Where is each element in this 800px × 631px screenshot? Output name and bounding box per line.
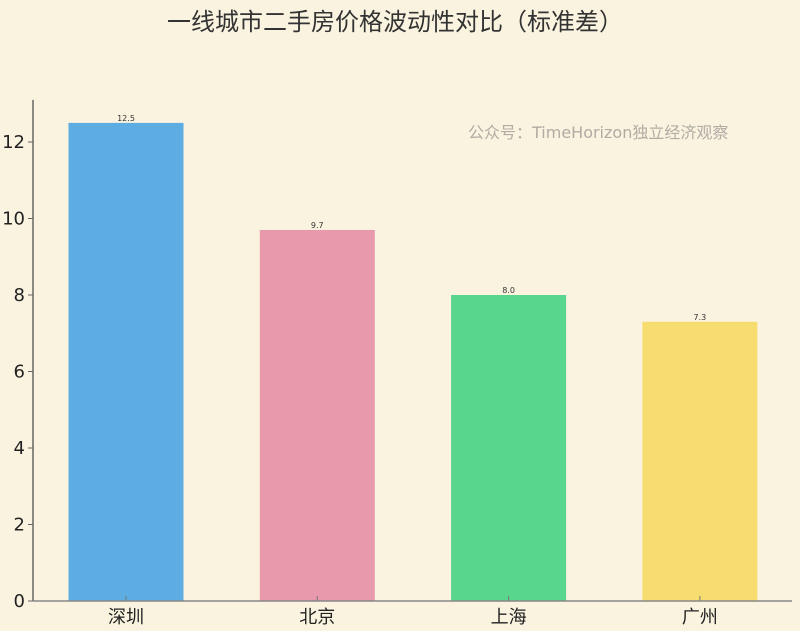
bar-3	[451, 295, 567, 601]
y-tick-label: 4	[14, 438, 25, 459]
y-tick-label: 2	[14, 515, 25, 536]
y-tick-label: 0	[14, 591, 25, 612]
data-label: 12.5	[117, 114, 135, 123]
watermark-annotation: 公众号：TimeHorizon独立经济观察	[468, 123, 728, 142]
x-tick-label: 北京	[299, 607, 335, 628]
y-tick-label: 10	[2, 209, 25, 230]
y-tick-label: 8	[14, 285, 25, 306]
chart-title: 一线城市二手房价格波动性对比（标准差）	[167, 8, 623, 36]
bar-1	[68, 122, 184, 601]
data-label: 7.3	[694, 313, 707, 322]
data-label: 9.7	[311, 221, 324, 230]
data-label: 8.0	[502, 286, 515, 295]
x-tick-label: 深圳	[108, 607, 144, 628]
y-tick-label: 12	[2, 132, 25, 153]
x-tick-label: 广州	[682, 607, 718, 628]
y-tick-label: 6	[14, 362, 25, 383]
x-tick-label: 上海	[491, 607, 527, 628]
bar-4	[642, 321, 758, 601]
bar-2	[259, 229, 375, 601]
